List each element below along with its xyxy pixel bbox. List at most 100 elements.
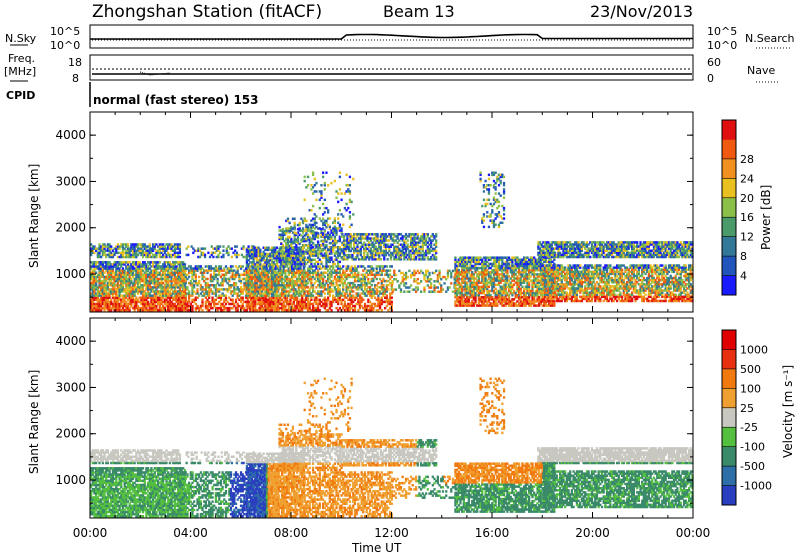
range-cell: [201, 290, 204, 293]
range-cell: [184, 281, 187, 285]
range-cell: [91, 290, 94, 293]
range-cell: [184, 306, 187, 310]
range-cell: [148, 304, 151, 308]
range-cell: [111, 302, 115, 306]
range-cell: [158, 277, 161, 281]
range-cell: [96, 308, 99, 312]
range-cell: [143, 263, 146, 266]
range-cell: [148, 286, 151, 289]
range-cell: [118, 247, 121, 250]
range-cell: [184, 275, 187, 279]
range-cell: [91, 304, 94, 308]
range-cell: [158, 265, 161, 268]
range-cell: [153, 279, 156, 283]
range-cell: [155, 273, 158, 277]
range-cell: [158, 247, 161, 250]
range-cell: [120, 298, 123, 302]
range-cell: [182, 300, 186, 304]
range-cell: [245, 256, 249, 260]
range-cell: [221, 279, 224, 283]
range-cell: [167, 290, 170, 293]
range-cell: [245, 248, 249, 252]
range-cell: [145, 265, 148, 268]
range-cell: [145, 247, 148, 250]
range-cell: [90, 294, 93, 297]
range-cell: [190, 245, 193, 248]
range-cell: [238, 277, 241, 281]
range-cell: [216, 279, 219, 283]
range-cell: [209, 265, 213, 268]
range-cell: [115, 265, 118, 268]
range-cell: [158, 255, 161, 259]
range-cell: [95, 308, 98, 312]
range-cell: [108, 267, 111, 270]
range-cell: [98, 302, 101, 306]
range-cell: [187, 269, 191, 272]
range-cell: [423, 286, 426, 289]
range-cell: [177, 304, 181, 308]
range-cell: [207, 251, 210, 255]
range-cell: [247, 271, 250, 274]
range-cell: [143, 277, 146, 281]
range-cell: [162, 294, 165, 297]
range-cell: [120, 277, 123, 281]
range-cell: [325, 243, 328, 247]
range-cell: [173, 302, 177, 306]
range-cell: [155, 288, 158, 291]
range-cell: [131, 255, 135, 259]
range-cell: [165, 273, 168, 277]
range-cell: [98, 255, 101, 259]
range-cell: [224, 298, 228, 302]
range-cell: [133, 302, 136, 306]
range-cell: [203, 269, 206, 272]
range-cell: [214, 298, 218, 302]
range-cell: [231, 294, 234, 297]
range-cell: [212, 255, 215, 259]
range-cell: [175, 261, 178, 264]
range-cell: [172, 273, 175, 277]
range-cell: [214, 286, 218, 289]
range-cell: [125, 245, 128, 248]
range-cell: [165, 265, 168, 268]
range-cell: [173, 304, 177, 308]
range-cell: [121, 269, 125, 272]
range-cell: [236, 306, 239, 310]
range-cell: [111, 304, 115, 308]
range-cell: [201, 308, 204, 312]
range-cell: [170, 273, 173, 277]
range-cell: [126, 249, 130, 252]
range-cell: [131, 300, 135, 304]
range-cell: [146, 288, 150, 291]
range-cell: [236, 294, 239, 297]
range-cell: [162, 290, 165, 293]
range-cell: [158, 245, 161, 248]
freq-top-tick: 18: [68, 56, 82, 69]
power-data: [90, 171, 694, 312]
range-cell: [213, 292, 216, 295]
range-cell: [136, 275, 140, 279]
range-cell: [151, 288, 155, 291]
range-cell: [234, 292, 238, 295]
range-cell: [105, 265, 108, 268]
range-cell: [148, 277, 151, 281]
range-cell: [168, 243, 171, 246]
range-cell: [141, 251, 145, 255]
range-cell: [236, 308, 239, 312]
range-cell: [170, 292, 173, 295]
range-cell: [175, 265, 178, 268]
range-cell: [101, 296, 104, 299]
range-cell: [218, 306, 221, 310]
range-cell: [101, 247, 104, 250]
range-cell: [175, 255, 178, 259]
range-cell: [151, 308, 155, 312]
range-cell: [118, 294, 121, 297]
range-cell: [108, 263, 111, 266]
range-cell: [115, 296, 118, 299]
range-cell: [100, 273, 103, 277]
range-cell: [221, 277, 224, 281]
range-cell: [91, 265, 94, 268]
range-cell: [235, 253, 238, 257]
range-cell: [160, 243, 163, 246]
range-cell: [108, 261, 111, 264]
range-cell: [98, 308, 101, 312]
